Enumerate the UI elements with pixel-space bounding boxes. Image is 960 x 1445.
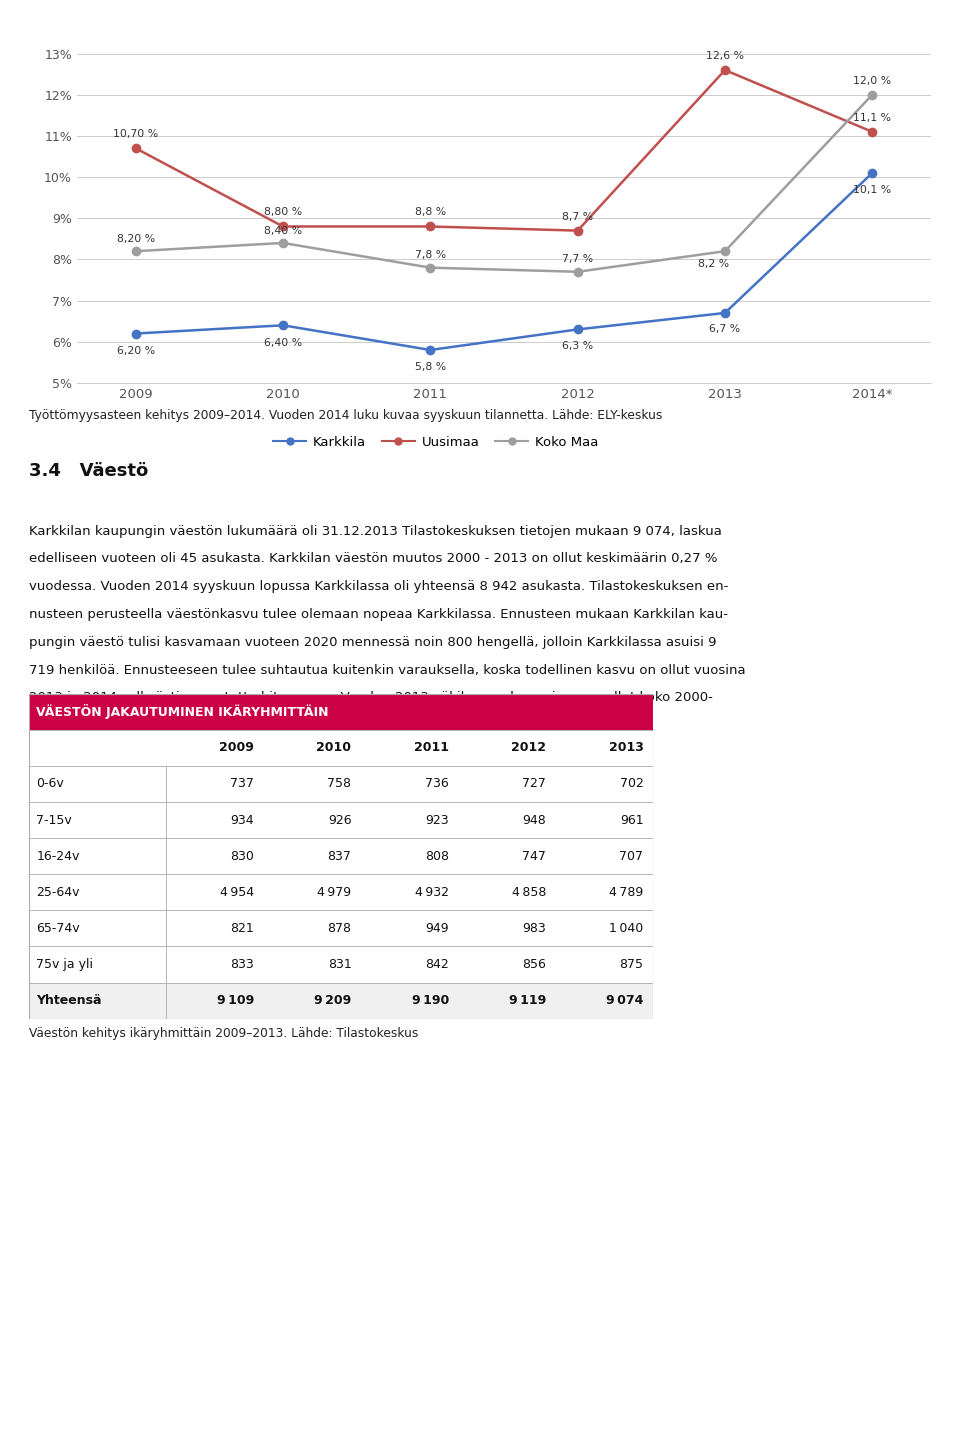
Text: 7,8 %: 7,8 % — [415, 250, 445, 260]
Text: 831: 831 — [327, 958, 351, 971]
Text: 10,1 %: 10,1 % — [853, 185, 891, 195]
Text: 719 henkilöä. Ennusteeseen tulee suhtautua kuitenkin varauksella, koska todellin: 719 henkilöä. Ennusteeseen tulee suhtaut… — [29, 663, 745, 676]
Text: 12,6 %: 12,6 % — [706, 51, 744, 61]
Text: 3.4   Väestö: 3.4 Väestö — [29, 462, 148, 480]
Text: 875: 875 — [619, 958, 643, 971]
Text: VÄESTÖN JAKAUTUMINEN IKÄRYHMITTÄIN: VÄESTÖN JAKAUTUMINEN IKÄRYHMITTÄIN — [36, 704, 328, 720]
Text: 707: 707 — [619, 850, 643, 863]
Text: pungin väestö tulisi kasvamaan vuoteen 2020 mennessä noin 800 hengellä, jolloin : pungin väestö tulisi kasvamaan vuoteen 2… — [29, 636, 716, 649]
Text: 702: 702 — [619, 777, 643, 790]
Text: 934: 934 — [230, 814, 254, 827]
Text: 8,7 %: 8,7 % — [563, 211, 593, 221]
Text: 10: 10 — [874, 1392, 897, 1409]
Bar — [29, 874, 653, 910]
Bar — [29, 983, 653, 1019]
Bar — [29, 694, 653, 730]
Text: 8,8 %: 8,8 % — [415, 208, 445, 217]
Text: 11,1 %: 11,1 % — [853, 113, 891, 123]
Text: 961: 961 — [620, 814, 643, 827]
Text: 8,40 %: 8,40 % — [264, 225, 302, 236]
Text: 833: 833 — [230, 958, 254, 971]
Text: 6,40 %: 6,40 % — [264, 338, 302, 348]
Text: 737: 737 — [230, 777, 254, 790]
Bar — [29, 802, 653, 838]
Text: Työttömyysasteen kehitys 2009–2014. Vuoden 2014 luku kuvaa syyskuun tilannetta. : Työttömyysasteen kehitys 2009–2014. Vuod… — [29, 409, 662, 422]
Text: nusteen perusteella väestönkasvu tulee olemaan nopeaa Karkkilassa. Ennusteen muk: nusteen perusteella väestönkasvu tulee o… — [29, 608, 728, 621]
Text: 4 979: 4 979 — [318, 886, 351, 899]
Text: 923: 923 — [425, 814, 448, 827]
Text: 16-24v: 16-24v — [36, 850, 80, 863]
Text: 8,2 %: 8,2 % — [698, 260, 729, 269]
Text: 9 190: 9 190 — [412, 994, 448, 1007]
Text: 7,7 %: 7,7 % — [563, 254, 593, 264]
Text: 2011: 2011 — [414, 741, 448, 754]
Text: 8,80 %: 8,80 % — [264, 208, 302, 217]
Legend: Karkkila, Uusimaa, Koko Maa: Karkkila, Uusimaa, Koko Maa — [268, 431, 603, 454]
Text: 821: 821 — [230, 922, 254, 935]
Text: 747: 747 — [522, 850, 546, 863]
Text: 842: 842 — [425, 958, 448, 971]
Text: edelliseen vuoteen oli 45 asukasta. Karkkilan väestön muutos 2000 - 2013 on ollu: edelliseen vuoteen oli 45 asukasta. Kark… — [29, 552, 717, 565]
Text: Väestön kehitys ikäryhmittäin 2009–2013. Lähde: Tilastokeskus: Väestön kehitys ikäryhmittäin 2009–2013.… — [29, 1027, 419, 1039]
Text: 65-74v: 65-74v — [36, 922, 80, 935]
Text: 7-15v: 7-15v — [36, 814, 72, 827]
Bar — [29, 946, 653, 983]
Text: 9 109: 9 109 — [217, 994, 254, 1007]
Text: 2009: 2009 — [219, 741, 254, 754]
Text: 2010: 2010 — [317, 741, 351, 754]
Text: 856: 856 — [522, 958, 546, 971]
Text: luvun suurin.: luvun suurin. — [29, 720, 116, 733]
Text: 5,8 %: 5,8 % — [415, 361, 445, 371]
Text: 4 858: 4 858 — [512, 886, 546, 899]
Text: 4 954: 4 954 — [220, 886, 254, 899]
Bar — [29, 910, 653, 946]
Text: 75v ja yli: 75v ja yli — [36, 958, 93, 971]
Text: 0-6v: 0-6v — [36, 777, 64, 790]
Text: 837: 837 — [327, 850, 351, 863]
Text: Yhteensä: Yhteensä — [36, 994, 102, 1007]
Text: 6,3 %: 6,3 % — [563, 341, 593, 351]
Bar — [29, 838, 653, 874]
Bar — [29, 766, 653, 802]
Text: 736: 736 — [425, 777, 448, 790]
Text: vuodessa. Vuoden 2014 syyskuun lopussa Karkkilassa oli yhteensä 8 942 asukasta. : vuodessa. Vuoden 2014 syyskuun lopussa K… — [29, 581, 729, 592]
Text: 10,70 %: 10,70 % — [113, 129, 158, 139]
Text: 4 789: 4 789 — [610, 886, 643, 899]
Text: 808: 808 — [424, 850, 448, 863]
Text: 2013 ja 2014 selkeästi ennustetta hitaampaa. Vuoden 2013 väkiluvun aleneminen on: 2013 ja 2014 selkeästi ennustetta hitaam… — [29, 692, 712, 704]
Text: 926: 926 — [327, 814, 351, 827]
Text: 8,20 %: 8,20 % — [117, 234, 155, 244]
Text: Karkkilan kaupungin väestön lukumäärä oli 31.12.2013 Tilastokeskuksen tietojen m: Karkkilan kaupungin väestön lukumäärä ol… — [29, 525, 722, 538]
Text: 830: 830 — [230, 850, 254, 863]
Text: 878: 878 — [327, 922, 351, 935]
Text: 1 040: 1 040 — [610, 922, 643, 935]
Text: 948: 948 — [522, 814, 546, 827]
Text: 6,20 %: 6,20 % — [117, 345, 155, 355]
Text: 2013: 2013 — [609, 741, 643, 754]
Text: 758: 758 — [327, 777, 351, 790]
Text: 9 074: 9 074 — [606, 994, 643, 1007]
Text: 983: 983 — [522, 922, 546, 935]
Text: 727: 727 — [522, 777, 546, 790]
Text: 2012: 2012 — [511, 741, 546, 754]
Text: 9 209: 9 209 — [314, 994, 351, 1007]
Text: 949: 949 — [425, 922, 448, 935]
Text: 4 932: 4 932 — [415, 886, 448, 899]
Text: 9 119: 9 119 — [509, 994, 546, 1007]
Text: 6,7 %: 6,7 % — [709, 325, 740, 334]
Text: 12,0 %: 12,0 % — [853, 75, 891, 85]
Text: 25-64v: 25-64v — [36, 886, 80, 899]
